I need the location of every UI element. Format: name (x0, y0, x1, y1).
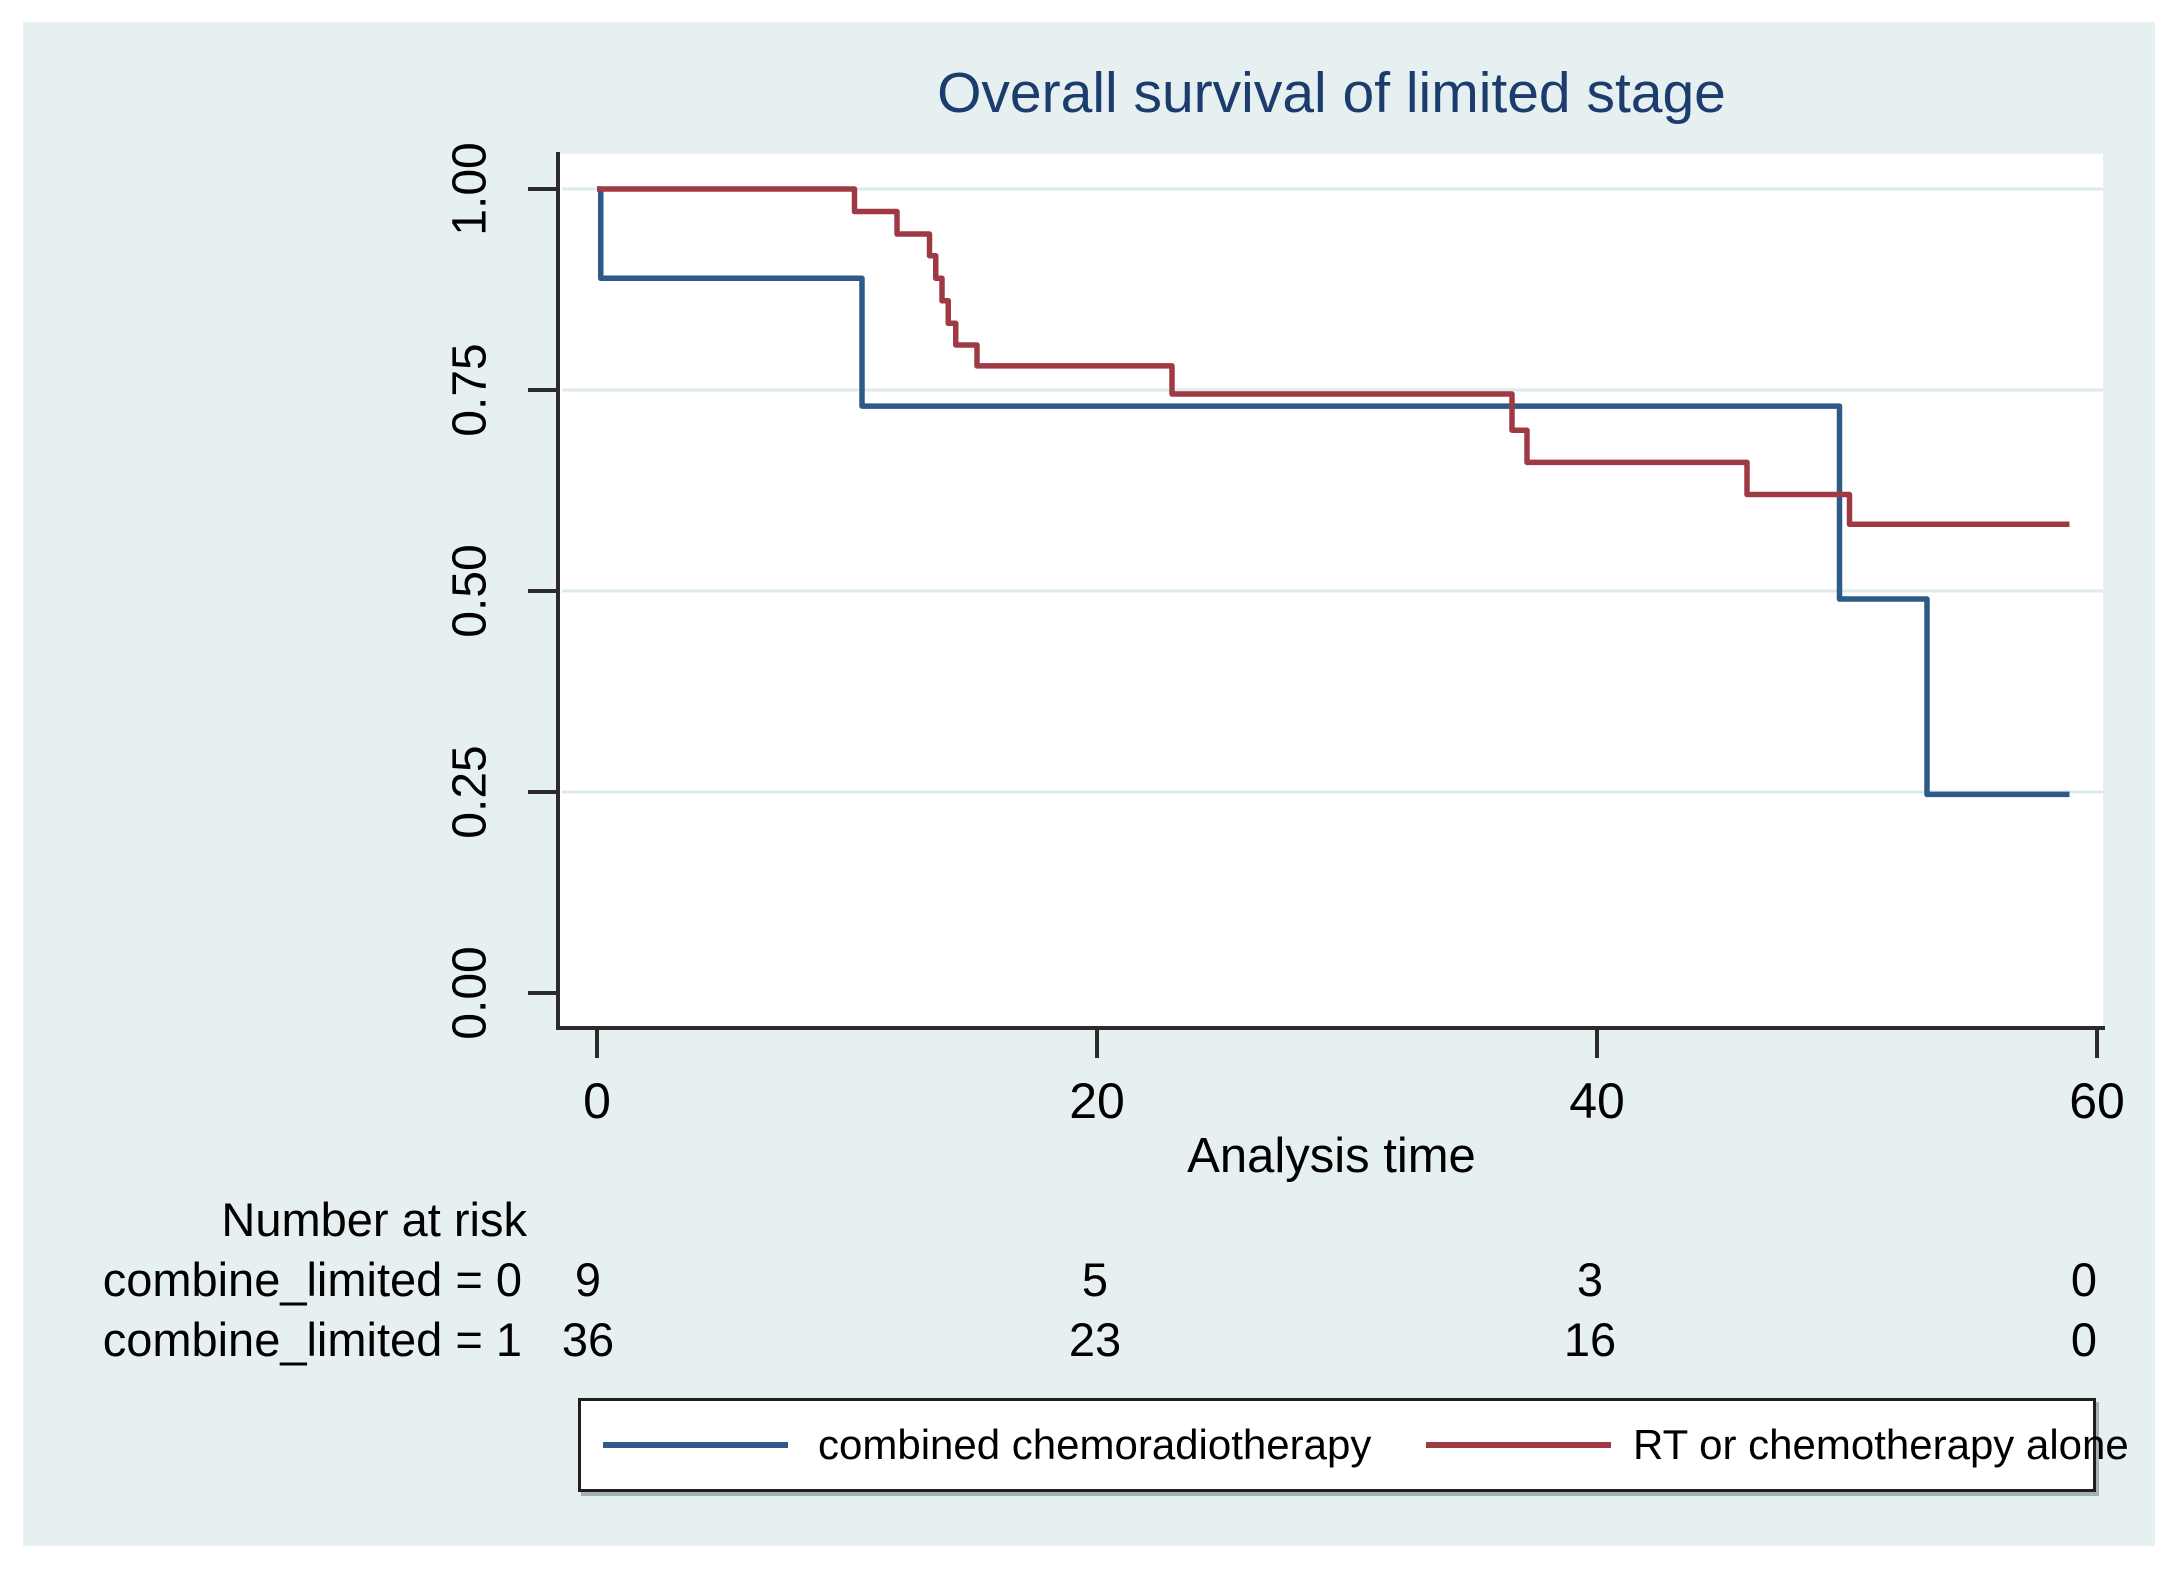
risk-row-label-0: combine_limited = 0 (102, 1253, 522, 1306)
legend-label-combined-chemoradiotherapy: combined chemoradiotherapy (818, 1421, 1372, 1468)
y-tick-label-0.25: 0.25 (443, 745, 497, 839)
legend-box: combined chemoradiotherapy RT or chemoth… (578, 1398, 2129, 1492)
chart-title: Overall survival of limited stage (937, 61, 1726, 125)
legend-line-combined-chemoradiotherapy (603, 1442, 788, 1448)
risk-value-row1-col3: 0 (2070, 1313, 2098, 1366)
legend-line-rt-or-chemotherapy-alone (1426, 1442, 1611, 1448)
y-tick-label-1.00: 1.00 (443, 142, 497, 236)
risk-value-row0-col0: 9 (574, 1253, 602, 1306)
legend-label-rt-or-chemotherapy-alone: RT or chemotherapy alone (1633, 1421, 2129, 1468)
risk-row-label-1: combine_limited = 1 (102, 1313, 522, 1366)
risk-value-row0-col1: 5 (1081, 1253, 1109, 1306)
y-tick-label-0.75: 0.75 (443, 343, 497, 437)
km-curve-1-RT-or-chemotherapy-alone (597, 186, 2070, 528)
x-tick-label-40: 40 (1569, 1073, 1625, 1129)
number-at-risk-title: Number at risk (221, 1193, 527, 1246)
risk-value-row1-col1: 23 (1068, 1313, 1122, 1366)
y-tick-label-0.00: 0.00 (443, 946, 497, 1040)
risk-value-row1-col2: 16 (1563, 1313, 1617, 1366)
x-tick-label-20: 20 (1069, 1073, 1125, 1129)
km-curve-0-combined-chemoradiotherapy (597, 186, 2070, 798)
x-tick-label-0: 0 (583, 1073, 611, 1129)
x-tick-label-60: 60 (2069, 1073, 2125, 1129)
risk-value-row0-col2: 3 (1576, 1253, 1604, 1306)
risk-value-row0-col3: 0 (2070, 1253, 2098, 1306)
y-tick-label-0.50: 0.50 (443, 544, 497, 638)
risk-value-row1-col0: 36 (561, 1313, 615, 1366)
x-axis-title: Analysis time (1187, 1129, 1476, 1183)
